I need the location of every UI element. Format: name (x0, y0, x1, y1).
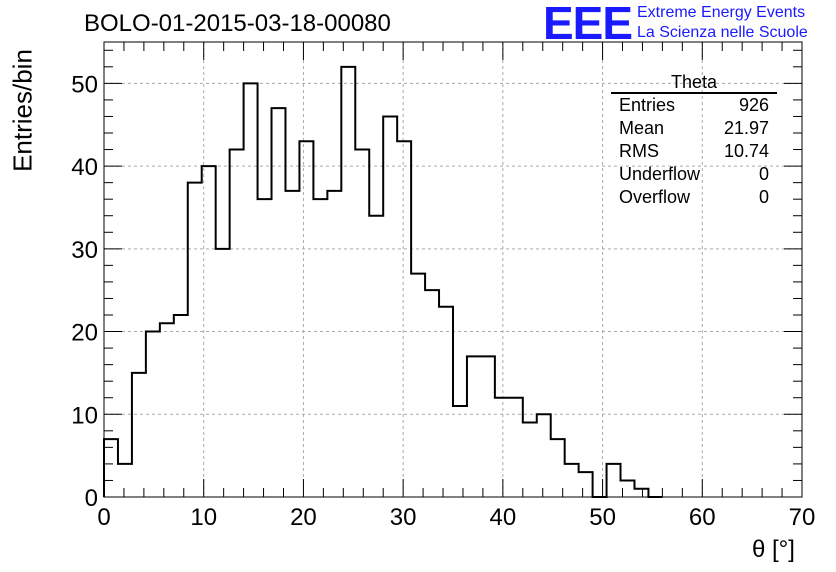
x-tick-label: 0 (97, 504, 110, 531)
x-tick-label: 70 (789, 504, 816, 531)
chart-title: BOLO-01-2015-03-18-00080 (84, 10, 391, 37)
stats-row-underflow: Underflow 0 (611, 163, 777, 186)
stats-row-overflow: Overflow 0 (611, 186, 777, 209)
stats-row-entries: Entries 926 (611, 94, 777, 117)
stats-label: Underflow (619, 164, 701, 184)
stats-title: Theta (611, 72, 777, 94)
y-tick-label: 0 (85, 485, 98, 512)
logo-caption: Extreme Energy Events La Scienza nelle S… (637, 3, 808, 43)
stats-rows: Entries 926 Mean 21.97 RMS 10.74 Underflow 0 Ove… (611, 94, 777, 209)
stats-label: Mean (619, 118, 665, 138)
stats-label: Entries (619, 95, 676, 115)
logo-line-2: La Scienza nelle Scuole (637, 24, 808, 41)
stats-label: Overflow (619, 187, 691, 207)
y-tick-label: 20 (71, 320, 98, 347)
stats-value: 10.74 (723, 141, 769, 161)
stats-value: 0 (758, 164, 769, 184)
stats-value: 926 (738, 95, 769, 115)
y-tick-label: 10 (71, 402, 98, 429)
x-tick-label: 40 (490, 504, 517, 531)
eee-logo: EEE (543, 0, 633, 49)
y-tick-label: 50 (71, 71, 98, 98)
stats-row-rms: RMS 10.74 (611, 140, 777, 163)
stats-value: 21.97 (723, 118, 769, 138)
histogram-line (103, 65, 663, 498)
y-tick-label: 40 (71, 154, 98, 181)
stats-value: 0 (758, 187, 769, 207)
x-tick-label: 50 (589, 504, 616, 531)
x-tick-label: 20 (290, 504, 317, 531)
stats-label: RMS (619, 141, 659, 161)
logo-line-1: Extreme Energy Events (637, 4, 806, 21)
x-axis-label: θ [°] (752, 536, 795, 563)
x-tick-label: 10 (190, 504, 217, 531)
y-tick-label: 30 (71, 237, 98, 264)
stats-row-mean: Mean 21.97 (611, 117, 777, 140)
x-tick-label: 60 (689, 504, 716, 531)
stats-box: Theta Entries 926 Mean 21.97 RMS 10.74 Underfl… (611, 72, 777, 209)
x-tick-label: 30 (390, 504, 417, 531)
plot-frame (103, 41, 803, 498)
